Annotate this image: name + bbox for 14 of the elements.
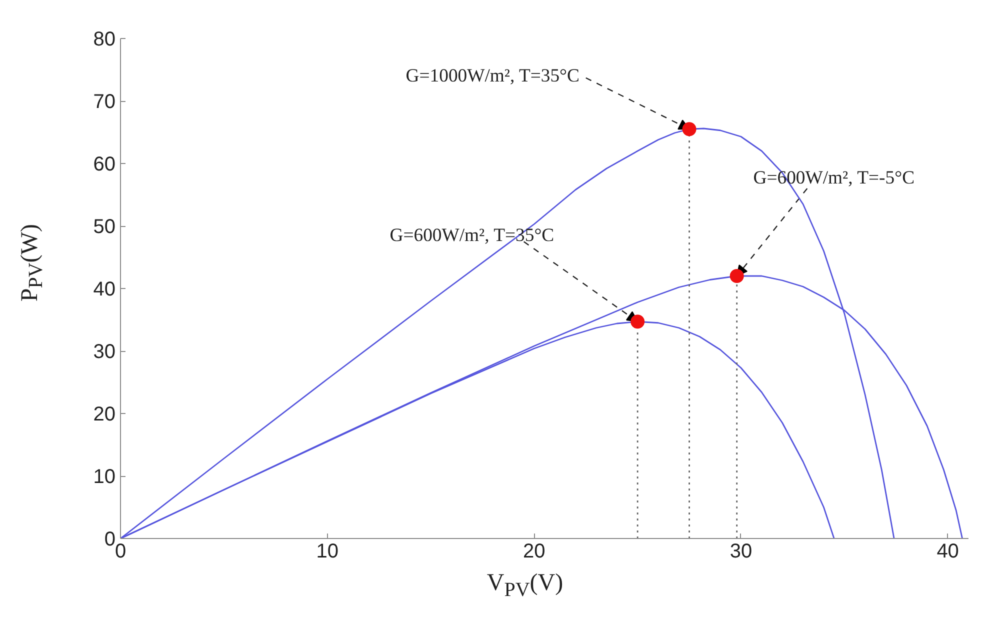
annotation: G=1000W/m², T=35°C — [406, 66, 580, 86]
x-tick-label: 20 — [523, 540, 546, 562]
y-tick-label: 20 — [93, 404, 116, 426]
x-axis-title: V$_{PV}$(V) — [486, 569, 564, 603]
y-tick-label: 70 — [93, 91, 116, 113]
y-tick-label: 30 — [93, 341, 116, 363]
y-tick-label: 80 — [93, 28, 116, 50]
y-tick-label: 10 — [93, 466, 116, 488]
x-tick-label: 40 — [936, 540, 959, 562]
x-tick-label: 10 — [316, 540, 338, 562]
y-tick-label: 50 — [93, 216, 116, 238]
x-tick-label: 30 — [730, 540, 752, 562]
y-tick-label: 40 — [93, 278, 116, 300]
y-tick-label: 60 — [93, 154, 116, 176]
